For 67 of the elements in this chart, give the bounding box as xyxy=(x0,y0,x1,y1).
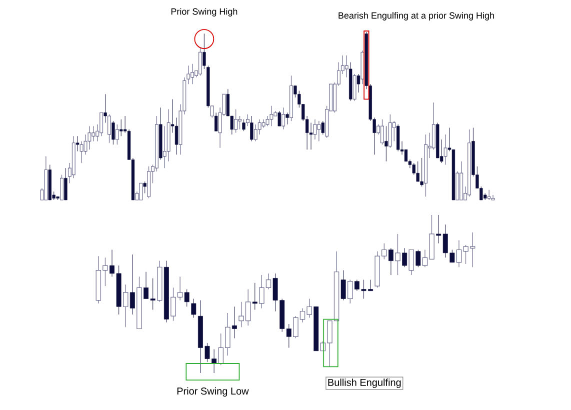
text: Bullish Engulfing xyxy=(328,378,401,388)
candlestick xyxy=(242,119,246,132)
candlestick xyxy=(286,324,292,348)
candlestick xyxy=(246,114,250,126)
candlestick xyxy=(186,65,190,84)
candlestick xyxy=(344,55,348,78)
candlestick xyxy=(198,46,202,76)
candlestick xyxy=(104,94,107,124)
candlestick xyxy=(100,112,104,136)
candlestick xyxy=(396,124,400,152)
candlestick xyxy=(317,120,321,142)
candlestick xyxy=(356,74,360,93)
candlestick xyxy=(278,110,281,126)
candlestick xyxy=(112,120,115,145)
candlestick xyxy=(252,282,258,310)
candlestick xyxy=(143,181,146,194)
candlestick xyxy=(395,234,400,276)
candlestick xyxy=(250,116,254,142)
candlestick xyxy=(388,248,394,276)
candlestick xyxy=(120,119,123,136)
candlestick xyxy=(416,249,421,268)
candlestick xyxy=(254,124,258,142)
candlestick xyxy=(130,254,135,315)
candlestick xyxy=(76,136,80,152)
candlestick xyxy=(444,134,448,166)
candlestick xyxy=(214,112,218,132)
candlestick xyxy=(388,114,392,148)
candlestick xyxy=(60,174,64,200)
candlestick xyxy=(174,117,178,155)
candlestick xyxy=(321,120,324,135)
candlestick xyxy=(402,248,408,268)
candlestick xyxy=(232,306,237,339)
candlestick xyxy=(348,279,353,304)
text: Prior Swing Low xyxy=(177,387,249,397)
candlestick xyxy=(270,106,274,126)
candlestick xyxy=(282,107,286,130)
candlestick xyxy=(420,158,424,187)
candlestick xyxy=(210,106,214,118)
candlestick xyxy=(184,288,190,307)
candlestick xyxy=(432,102,436,150)
candlestick xyxy=(123,284,128,328)
candlestick xyxy=(191,298,196,318)
candlestick xyxy=(238,116,242,130)
candlestick xyxy=(115,124,119,145)
candlestick xyxy=(202,33,206,70)
candlestick xyxy=(162,126,166,168)
candlestick xyxy=(309,122,313,150)
candlestick xyxy=(64,168,68,200)
candlestick xyxy=(92,126,96,142)
candlestick xyxy=(80,140,84,164)
candlestick xyxy=(380,119,384,145)
candlestick xyxy=(262,119,266,128)
text: Bearish Engulfing at a prior Swing High xyxy=(338,12,494,20)
candlestick xyxy=(139,182,143,200)
candlestick xyxy=(491,194,495,200)
candlestick xyxy=(234,108,238,134)
candlestick xyxy=(352,74,356,102)
candlestick xyxy=(190,64,194,84)
candlestick xyxy=(408,249,414,276)
candlestick xyxy=(313,119,317,140)
text: Prior Swing High xyxy=(171,8,238,16)
candlestick xyxy=(487,190,491,200)
candlestick xyxy=(286,112,289,125)
candlestick xyxy=(384,126,388,162)
candlestick xyxy=(108,114,111,144)
candlestick xyxy=(340,270,346,301)
candlestick xyxy=(416,161,420,182)
